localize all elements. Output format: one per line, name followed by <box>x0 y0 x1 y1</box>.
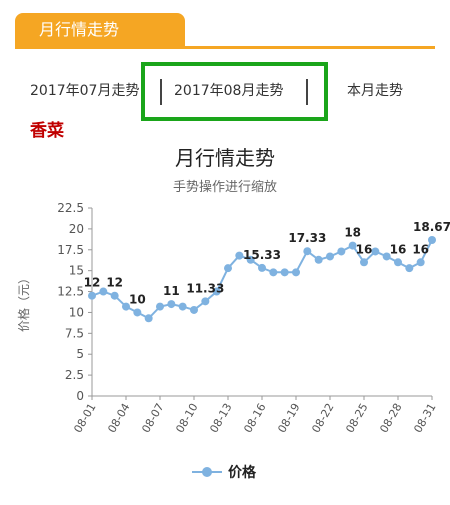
x-tick-label: 08-13 <box>207 401 234 435</box>
data-point <box>292 268 300 277</box>
y-tick-label: 2.5 <box>65 368 84 382</box>
y-tick-label: 10 <box>69 305 84 319</box>
data-point <box>99 287 108 296</box>
x-tick-label: 08-10 <box>173 401 200 435</box>
data-label: 16 <box>390 242 407 256</box>
data-point <box>348 241 357 250</box>
data-label: 12 <box>84 276 101 290</box>
data-point <box>133 308 142 317</box>
data-point <box>394 258 402 267</box>
data-label: 15.33 <box>243 248 281 262</box>
y-tick-label: 12.5 <box>57 285 84 299</box>
x-tick-label: 08-04 <box>105 401 132 435</box>
data-label: 16 <box>356 242 373 256</box>
y-axis-title: 价格（元） <box>16 272 31 332</box>
y-tick-label: 5 <box>76 347 84 361</box>
y-tick-label: 22.5 <box>57 201 84 215</box>
y-tick-label: 7.5 <box>65 326 84 340</box>
data-point <box>167 300 176 309</box>
data-point <box>371 247 380 256</box>
tab-separator <box>306 79 308 105</box>
data-point <box>360 258 368 267</box>
data-point <box>201 297 210 306</box>
data-label: 18 <box>344 226 361 240</box>
data-label: 12 <box>106 276 123 290</box>
tab-separator <box>160 79 162 105</box>
y-tick-label: 0 <box>76 389 84 403</box>
x-tick-label: 08-19 <box>275 401 302 435</box>
data-point <box>224 264 232 273</box>
x-tick-label: 08-22 <box>309 401 336 435</box>
x-tick-label: 08-31 <box>411 401 438 435</box>
data-point <box>280 268 289 277</box>
data-point <box>258 263 266 272</box>
data-point <box>314 255 323 264</box>
tab-current-month[interactable]: 2017年08月走势 <box>174 83 284 99</box>
data-point <box>156 302 164 311</box>
chart-subtitle: 手势操作进行缩放 <box>172 180 277 195</box>
data-point <box>428 236 436 245</box>
data-label: 16 <box>412 242 429 256</box>
highlight-box <box>141 62 328 121</box>
chart-title: 月行情走势 <box>175 146 275 170</box>
data-point <box>326 252 334 261</box>
data-label: 11.33 <box>186 281 224 295</box>
data-point <box>405 264 414 273</box>
tab-this-month[interactable]: 本月走势 <box>347 83 403 99</box>
data-point <box>235 251 244 260</box>
header-tab: 月行情走势 <box>15 13 185 47</box>
data-point <box>110 291 119 300</box>
x-tick-label: 08-16 <box>241 401 268 435</box>
legend-label: 价格 <box>228 465 256 481</box>
data-point <box>416 258 425 267</box>
data-label: 18.67 <box>413 220 450 234</box>
x-tick-label: 08-07 <box>139 401 166 435</box>
y-tick-label: 20 <box>69 222 84 236</box>
y-tick-label: 15 <box>69 264 84 278</box>
x-tick-label: 08-25 <box>343 401 370 435</box>
data-point <box>88 291 96 300</box>
data-label: 11 <box>163 284 180 298</box>
product-name: 香菜 <box>30 121 64 141</box>
data-point <box>246 255 255 264</box>
header-title: 月行情走势 <box>39 20 120 39</box>
data-point <box>382 252 391 261</box>
legend-marker <box>202 467 212 477</box>
y-tick-label: 17.5 <box>57 243 84 257</box>
data-point <box>212 287 221 296</box>
tab-prev-month[interactable]: 2017年07月走势 <box>30 83 140 99</box>
data-point <box>337 247 346 256</box>
data-point <box>303 247 312 256</box>
data-label: 17.33 <box>288 231 326 245</box>
header-rule <box>15 46 435 49</box>
x-tick-label: 08-28 <box>377 401 404 435</box>
data-point <box>190 305 198 314</box>
data-point <box>144 314 153 323</box>
x-tick-label: 08-01 <box>71 401 98 435</box>
data-label: 10 <box>129 292 146 306</box>
data-point <box>178 302 187 311</box>
data-point <box>122 302 130 311</box>
data-point <box>269 268 278 277</box>
month-tabs: 2017年07月走势 2017年08月走势 本月走势 <box>0 74 450 110</box>
